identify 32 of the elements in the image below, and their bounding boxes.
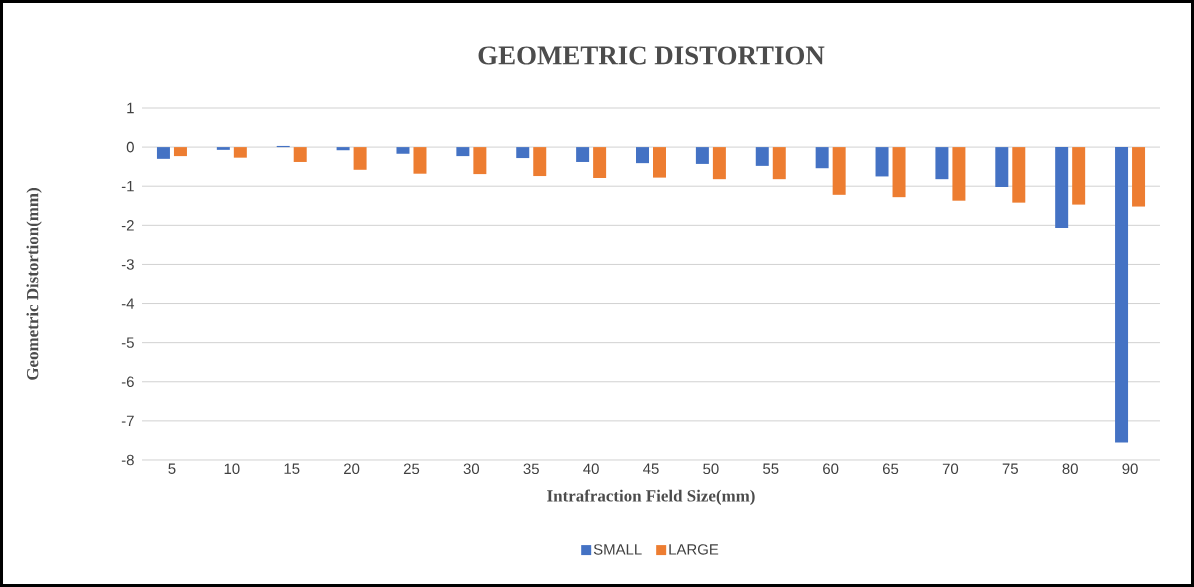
x-tick-label: 60: [823, 463, 839, 475]
x-tick-label: 75: [1002, 463, 1018, 474]
y-tick-label: -5: [121, 337, 134, 348]
x-tick-label: 70: [942, 463, 959, 475]
y-tick-label: -7: [121, 415, 134, 427]
x-tick-label: 35: [523, 463, 539, 475]
x-tick-label: 10: [224, 463, 240, 475]
x-tick-label: 20: [344, 463, 360, 475]
y-tick-label: -6: [121, 376, 134, 388]
y-tick-label: 0: [126, 141, 134, 153]
legend-label: LARGE: [669, 544, 719, 555]
x-tick-label: 30: [463, 463, 480, 475]
y-tick-label: -1: [121, 181, 134, 192]
y-tick-label: -8: [121, 454, 134, 466]
x-tick-label: 80: [1062, 463, 1078, 475]
y-tick-label: -4: [121, 298, 135, 309]
x-tick-label: 45: [643, 463, 659, 474]
x-tick-label: 55: [763, 463, 779, 474]
y-axis-title: Geometric Distortion(mm): [26, 188, 42, 380]
chart-title: GEOMETRIC DISTORTION: [478, 46, 825, 65]
y-tick-label: 1: [127, 102, 134, 114]
x-tick-label: 15: [284, 463, 300, 474]
y-tick-label: -3: [121, 259, 134, 270]
x-tick-label: 90: [1122, 463, 1138, 475]
x-tick-label: 65: [882, 463, 899, 475]
y-tick-label: -2: [121, 220, 134, 231]
x-axis-title: Intrafraction Field Size(mm): [547, 489, 755, 506]
x-tick-label: 50: [703, 463, 719, 475]
x-tick-label: 40: [583, 463, 599, 475]
x-tick-label: 5: [168, 463, 176, 474]
legend-label: SMALL: [593, 544, 642, 555]
x-tick-label: 25: [403, 463, 420, 475]
